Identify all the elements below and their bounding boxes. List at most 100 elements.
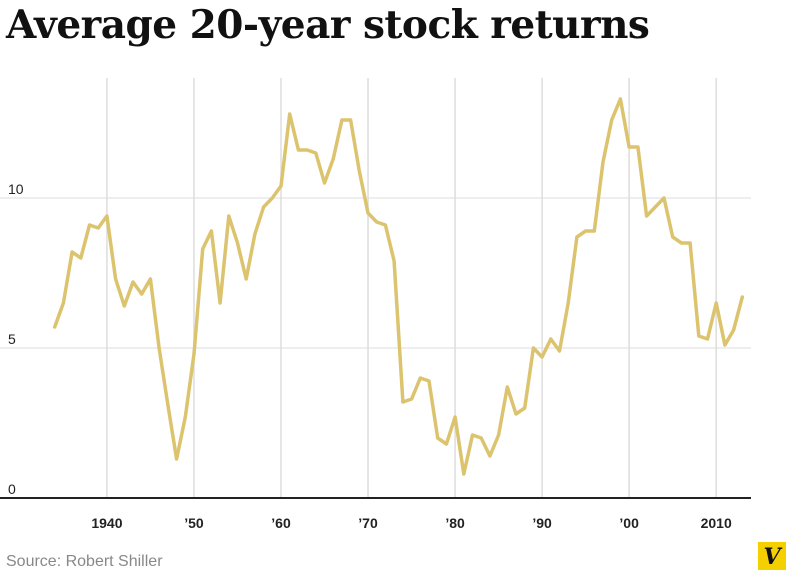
data-point — [105, 214, 109, 218]
data-point — [471, 433, 474, 437]
data-point — [706, 337, 709, 341]
data-point — [740, 295, 744, 299]
data-point — [114, 277, 118, 281]
data-point — [349, 118, 353, 122]
data-point — [671, 235, 675, 239]
data-point — [662, 196, 666, 200]
data-point — [618, 97, 622, 101]
data-point — [122, 304, 126, 308]
x-tick-label: ’60 — [271, 515, 291, 531]
data-point — [288, 112, 292, 116]
x-tick-label: 1940 — [91, 515, 122, 531]
grid-lines — [0, 78, 751, 498]
y-tick-label: 0 — [8, 481, 16, 497]
data-point — [505, 385, 509, 389]
data-point — [244, 277, 248, 281]
data-point — [157, 346, 161, 350]
data-point — [627, 145, 631, 149]
data-point — [357, 169, 361, 173]
data-point — [636, 145, 640, 149]
data-point — [549, 337, 553, 341]
y-tick-label: 5 — [8, 331, 16, 347]
svg-text:V: V — [763, 544, 782, 570]
data-point — [140, 292, 144, 296]
data-point — [584, 229, 588, 233]
data-point — [410, 397, 414, 401]
data-point — [444, 442, 448, 446]
data-point — [183, 415, 187, 419]
chart-title: Average 20-year stock returns — [6, 2, 650, 48]
data-point — [192, 352, 196, 356]
source-note: Source: Robert Shiller — [6, 553, 163, 570]
data-point — [601, 160, 605, 164]
data-point — [314, 151, 318, 155]
data-point — [566, 301, 570, 305]
x-tick-label: ’00 — [619, 515, 639, 531]
data-point — [262, 205, 266, 209]
data-point — [427, 379, 431, 383]
data-point — [375, 220, 379, 224]
data-point — [723, 343, 727, 347]
data-point — [418, 376, 422, 380]
data-point — [340, 118, 344, 122]
data-point — [688, 241, 692, 245]
data-point — [497, 433, 501, 437]
data-point — [88, 223, 91, 227]
x-tick-label: ’70 — [358, 515, 378, 531]
data-point — [558, 349, 561, 353]
data-point — [227, 214, 231, 218]
data-point — [645, 214, 649, 218]
data-point — [209, 229, 213, 233]
data-point — [218, 301, 222, 305]
x-tick-label: ’80 — [445, 515, 465, 531]
y-tick-label: 10 — [8, 181, 24, 197]
data-point — [401, 400, 405, 404]
x-tick-label: 2010 — [701, 515, 732, 531]
data-point — [653, 205, 657, 209]
data-point — [148, 277, 152, 281]
data-point — [697, 334, 701, 338]
data-point — [436, 436, 440, 440]
data-point — [575, 235, 579, 239]
data-point — [453, 415, 457, 419]
series-line — [52, 97, 745, 476]
data-point — [53, 325, 57, 329]
data-point — [279, 184, 283, 188]
data-point — [166, 403, 170, 407]
data-point — [131, 280, 135, 284]
data-point — [679, 241, 683, 245]
data-point — [383, 223, 387, 227]
data-point — [479, 436, 483, 440]
data-point — [323, 181, 326, 185]
tick-labels: 0 5 10 1940 ’50 ’60 ’70 ’80 ’90 ’00 2010 — [8, 181, 732, 531]
data-point — [531, 346, 535, 350]
data-point — [70, 250, 74, 254]
x-tick-label: ’90 — [532, 515, 552, 531]
data-point — [79, 256, 83, 260]
data-point — [462, 472, 466, 476]
data-point — [523, 406, 527, 410]
data-point — [714, 301, 718, 305]
data-point — [175, 457, 179, 461]
data-point — [96, 226, 100, 230]
data-point — [392, 259, 396, 263]
series-layer — [52, 97, 745, 476]
data-point — [296, 148, 300, 152]
data-point — [540, 355, 544, 359]
data-point — [201, 247, 205, 251]
data-point — [732, 328, 736, 332]
data-point — [236, 241, 239, 245]
data-point — [305, 148, 309, 152]
data-point — [592, 229, 596, 233]
data-point — [331, 157, 335, 161]
data-point — [61, 301, 65, 305]
data-point — [253, 232, 257, 236]
data-point — [514, 412, 518, 416]
x-tick-label: ’50 — [184, 515, 204, 531]
data-point — [488, 454, 492, 458]
data-point — [366, 211, 370, 215]
data-point — [610, 118, 614, 122]
vox-logo-icon: V — [758, 542, 786, 570]
data-point — [270, 196, 274, 200]
